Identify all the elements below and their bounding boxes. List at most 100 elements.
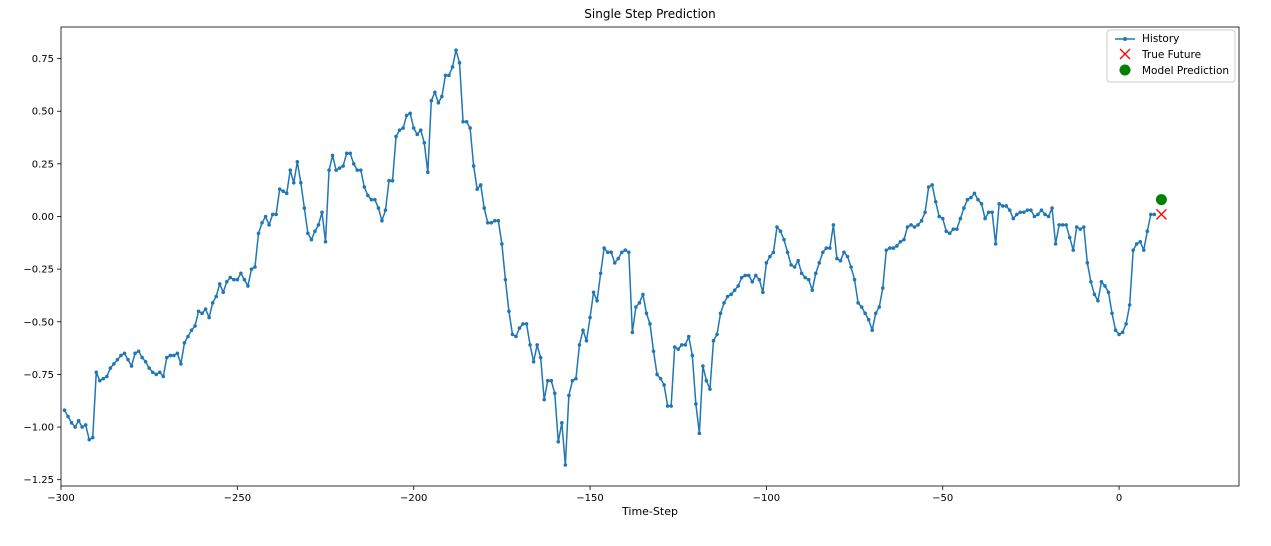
history-point	[623, 248, 628, 252]
history-point	[1022, 210, 1026, 215]
history-point	[983, 216, 987, 221]
history-point	[154, 372, 159, 377]
history-point	[489, 221, 494, 225]
history-point	[429, 98, 434, 103]
history-point	[260, 221, 264, 225]
history-point	[235, 277, 240, 282]
history-point	[485, 221, 490, 225]
history-point	[560, 421, 564, 425]
history-point	[436, 101, 441, 105]
legend-label-true-future: True Future	[1141, 49, 1201, 61]
history-point	[1025, 208, 1030, 212]
y-axis: −1.25 −1.00 −0.75 −0.50 −0.25 0.00 0.25 0.50 0.7…	[23, 54, 61, 486]
history-point	[344, 151, 349, 156]
history-point	[754, 273, 758, 278]
history-point	[284, 191, 289, 196]
history-point	[1127, 303, 1132, 307]
history-point	[161, 374, 166, 379]
history-point	[376, 206, 381, 210]
history-point	[627, 250, 631, 255]
history-point	[602, 246, 606, 250]
history-point	[408, 111, 412, 116]
history-point	[397, 128, 402, 132]
history-point	[1152, 212, 1157, 217]
history-point	[249, 267, 254, 271]
history-point	[768, 254, 772, 259]
history-point	[895, 244, 899, 248]
history-point	[426, 170, 430, 175]
history-point	[203, 307, 208, 311]
history-point	[500, 242, 504, 246]
history-point	[616, 256, 621, 261]
history-point	[729, 292, 733, 297]
history-point	[521, 322, 525, 326]
history-point	[905, 225, 910, 229]
history-point	[362, 185, 367, 189]
history-point	[1043, 212, 1047, 217]
history-point	[679, 343, 684, 347]
history-point	[1078, 227, 1083, 231]
history-point	[842, 250, 846, 255]
history-point	[309, 237, 314, 242]
history-point	[750, 279, 755, 284]
history-point	[1124, 322, 1128, 326]
x-tick-label: −300	[47, 493, 74, 504]
history-point	[810, 288, 815, 292]
history-point	[274, 212, 278, 217]
history-point	[73, 425, 77, 429]
history-point	[404, 113, 409, 118]
legend-prediction-marker	[1119, 64, 1131, 76]
y-tick-label: 0.00	[32, 212, 54, 223]
history-point	[1138, 239, 1143, 244]
chart-title: Single Step Prediction	[584, 7, 715, 21]
legend-history-marker	[1123, 37, 1127, 41]
history-point	[119, 353, 123, 358]
history-point	[563, 463, 568, 467]
x-axis: −300 −250 −200 −150 −100 −50 0	[47, 486, 1122, 504]
history-point	[598, 271, 603, 276]
history-point	[422, 141, 427, 145]
history-point	[281, 189, 286, 194]
history-point	[708, 387, 712, 391]
history-point	[821, 250, 825, 255]
history-point	[979, 202, 984, 206]
history-point	[715, 332, 719, 337]
history-point	[697, 431, 702, 436]
history-point	[380, 218, 384, 223]
history-point	[468, 126, 472, 130]
history-point	[806, 277, 811, 282]
history-point	[1004, 204, 1009, 208]
history-point	[916, 223, 920, 227]
history-point	[757, 277, 762, 282]
history-point	[313, 229, 317, 234]
history-point	[101, 376, 106, 381]
x-tick-label: −250	[224, 493, 251, 504]
history-point	[214, 294, 218, 299]
history-point	[888, 246, 892, 250]
history-point	[556, 439, 561, 444]
history-point	[764, 261, 769, 265]
history-point	[1057, 223, 1061, 227]
history-point	[355, 168, 360, 172]
history-point	[193, 324, 197, 328]
history-point	[1015, 212, 1019, 217]
history-point	[630, 330, 635, 335]
history-point	[859, 305, 864, 309]
history-point	[891, 246, 896, 250]
history-point	[641, 292, 645, 297]
history-point	[990, 210, 994, 215]
x-tick-label: −100	[753, 493, 780, 504]
history-point	[179, 362, 183, 366]
history-point	[531, 359, 536, 364]
history-point	[789, 263, 793, 267]
history-point	[105, 374, 109, 379]
history-point	[898, 239, 903, 244]
history-point	[464, 119, 469, 124]
history-point	[1141, 248, 1146, 252]
history-point	[1145, 229, 1150, 234]
history-point	[873, 311, 878, 316]
history-point	[923, 210, 927, 215]
history-point	[718, 311, 723, 316]
y-tick-label: 0.25	[32, 159, 54, 170]
x-tick-label: −50	[932, 493, 953, 504]
